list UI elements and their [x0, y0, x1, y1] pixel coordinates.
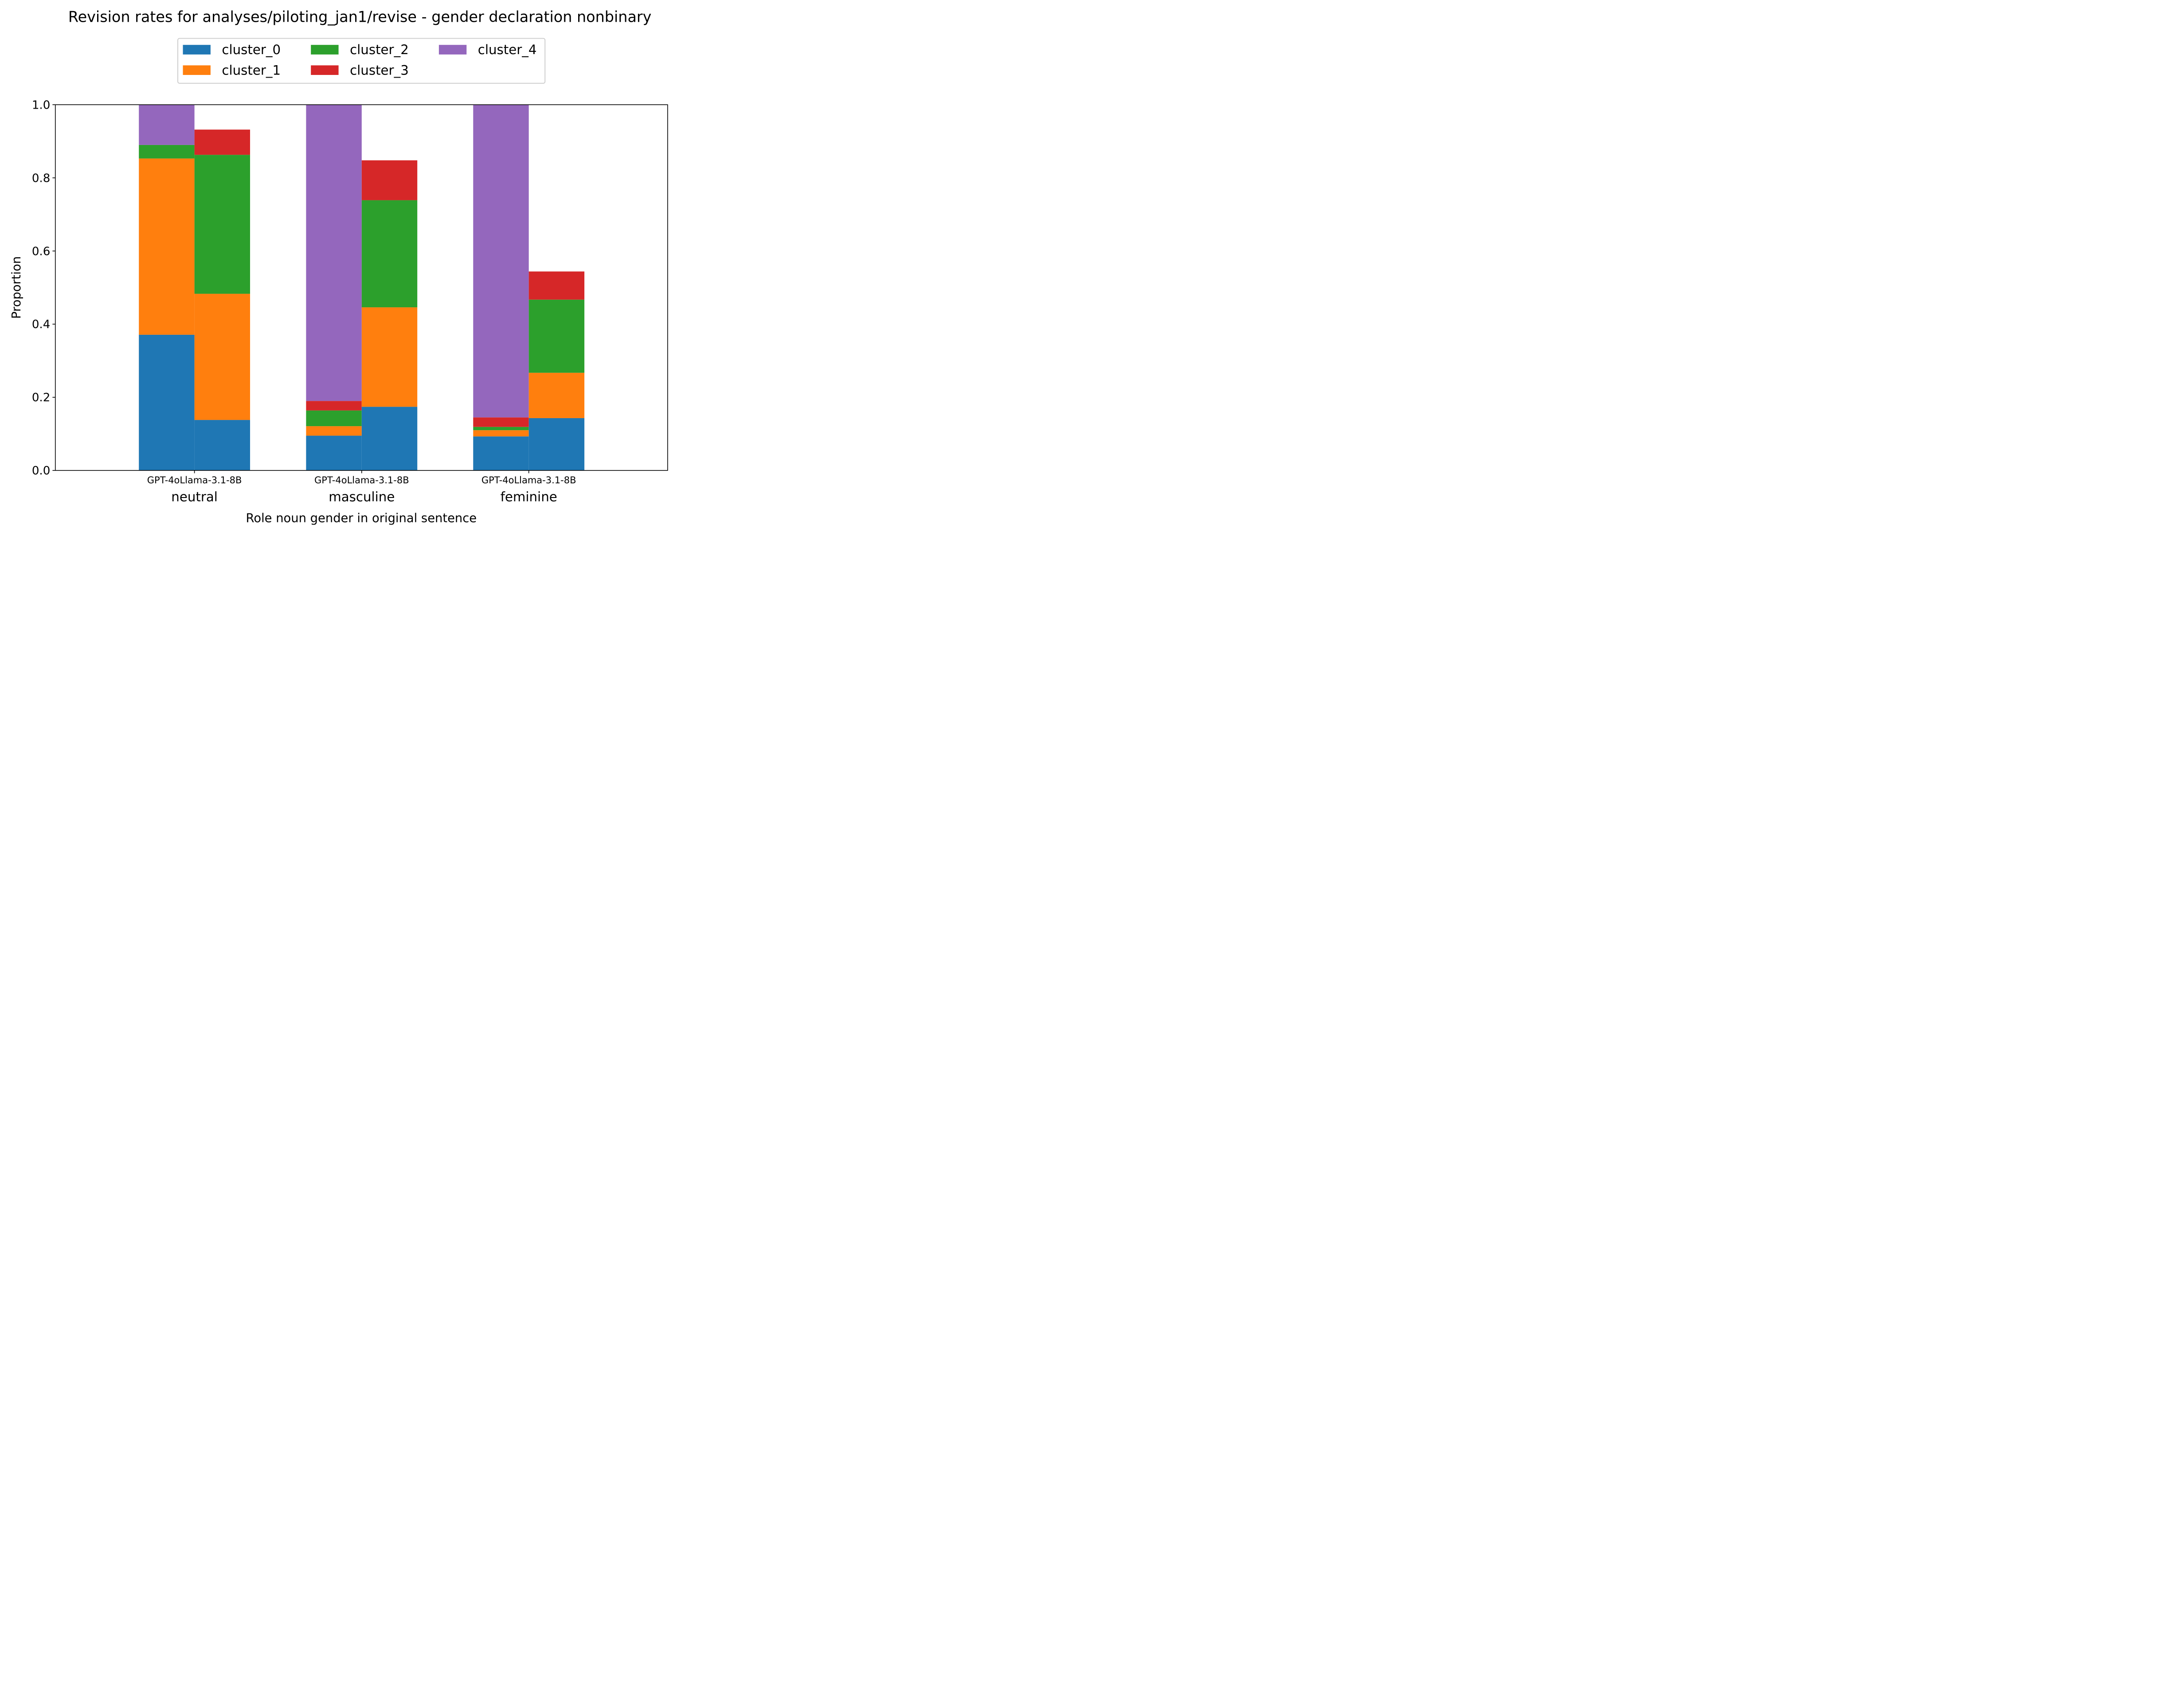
bar-segment-neutral-GPT-4o-cluster_0 [139, 334, 195, 470]
bar-segment-neutral-Llama-3.1-8B-cluster_1 [194, 294, 250, 420]
bar-segment-masculine-Llama-3.1-8B-cluster_0 [361, 407, 418, 470]
bar-segment-masculine-GPT-4o-cluster_4 [306, 105, 362, 401]
bar-segment-neutral-Llama-3.1-8B-cluster_3 [194, 129, 250, 155]
legend-swatch-cluster_4 [438, 45, 467, 55]
bar-segment-masculine-GPT-4o-cluster_2 [306, 410, 362, 427]
bar-segment-masculine-GPT-4o-cluster_3 [306, 401, 362, 411]
chart-root: Revision rates for analyses/piloting_jan… [0, 0, 695, 535]
y-tick-label: 0.6 [32, 245, 51, 258]
legend: cluster_0 cluster_1 cluster_2 cluster_3 clus… [177, 38, 546, 84]
bar-segment-feminine-GPT-4o-cluster_3 [473, 417, 529, 427]
y-tick-label: 0.8 [32, 172, 51, 185]
x-axis-label: Role noun gender in original sentence [246, 512, 477, 525]
bar-segment-neutral-GPT-4o-cluster_4 [139, 105, 195, 145]
y-tick-label: 0.2 [32, 391, 51, 404]
y-tick-label: 1.0 [32, 98, 51, 112]
chart-title: Revision rates for analyses/piloting_jan… [68, 8, 652, 25]
bar-segment-feminine-Llama-3.1-8B-cluster_2 [528, 299, 585, 373]
legend-label-cluster_3: cluster_3 [350, 63, 409, 78]
legend-label-cluster_1: cluster_1 [222, 63, 281, 78]
bar-segment-masculine-Llama-3.1-8B-cluster_3 [361, 160, 418, 200]
legend-swatch-cluster_3 [311, 65, 339, 75]
group-label-masculine: masculine [329, 490, 395, 505]
bar-segment-feminine-GPT-4o-cluster_0 [473, 436, 529, 470]
y-axis-label: Proportion [10, 256, 23, 319]
x-axis: GPT-4oLlama-3.1-8B neutral GPT-4oLlama-3.1… [147, 470, 576, 505]
group-label-neutral: neutral [171, 490, 218, 505]
bar-segment-neutral-Llama-3.1-8B-cluster_0 [194, 420, 250, 470]
bar-segment-neutral-GPT-4o-cluster_1 [139, 158, 195, 335]
bar-segment-feminine-Llama-3.1-8B-cluster_3 [528, 271, 585, 300]
legend-swatch-cluster_1 [183, 65, 211, 75]
bar-segment-masculine-Llama-3.1-8B-cluster_1 [361, 307, 418, 407]
bar-segment-masculine-Llama-3.1-8B-cluster_2 [361, 200, 418, 308]
y-tick-label: 0.0 [32, 464, 51, 478]
legend-label-cluster_2: cluster_2 [350, 42, 409, 57]
bar-segment-neutral-GPT-4o-cluster_2 [139, 145, 195, 159]
legend-label-cluster_0: cluster_0 [222, 42, 281, 57]
group-label-feminine: feminine [501, 490, 557, 505]
legend-swatch-cluster_2 [311, 45, 339, 55]
bar-segment-feminine-GPT-4o-cluster_1 [473, 430, 529, 437]
stacked-bar-chart: Revision rates for analyses/piloting_jan… [0, 0, 695, 535]
y-tick-label: 0.4 [32, 318, 51, 331]
bar-segment-masculine-GPT-4o-cluster_0 [306, 435, 362, 470]
bar-segment-feminine-Llama-3.1-8B-cluster_0 [528, 418, 585, 470]
x-tick-label-models: GPT-4oLlama-3.1-8B [481, 475, 576, 486]
bar-segment-feminine-Llama-3.1-8B-cluster_1 [528, 372, 585, 418]
legend-label-cluster_4: cluster_4 [478, 42, 537, 57]
bars-layer [139, 105, 585, 470]
bar-segment-masculine-GPT-4o-cluster_1 [306, 426, 362, 436]
bar-segment-neutral-Llama-3.1-8B-cluster_2 [194, 155, 250, 294]
x-tick-label-models: GPT-4oLlama-3.1-8B [147, 475, 242, 486]
bar-segment-feminine-GPT-4o-cluster_4 [473, 105, 529, 418]
x-tick-label-models: GPT-4oLlama-3.1-8B [314, 475, 409, 486]
legend-swatch-cluster_0 [183, 45, 211, 55]
bar-segment-feminine-GPT-4o-cluster_2 [473, 427, 529, 431]
y-axis: 0.0 0.2 0.4 0.6 0.8 1.0 [32, 98, 55, 478]
